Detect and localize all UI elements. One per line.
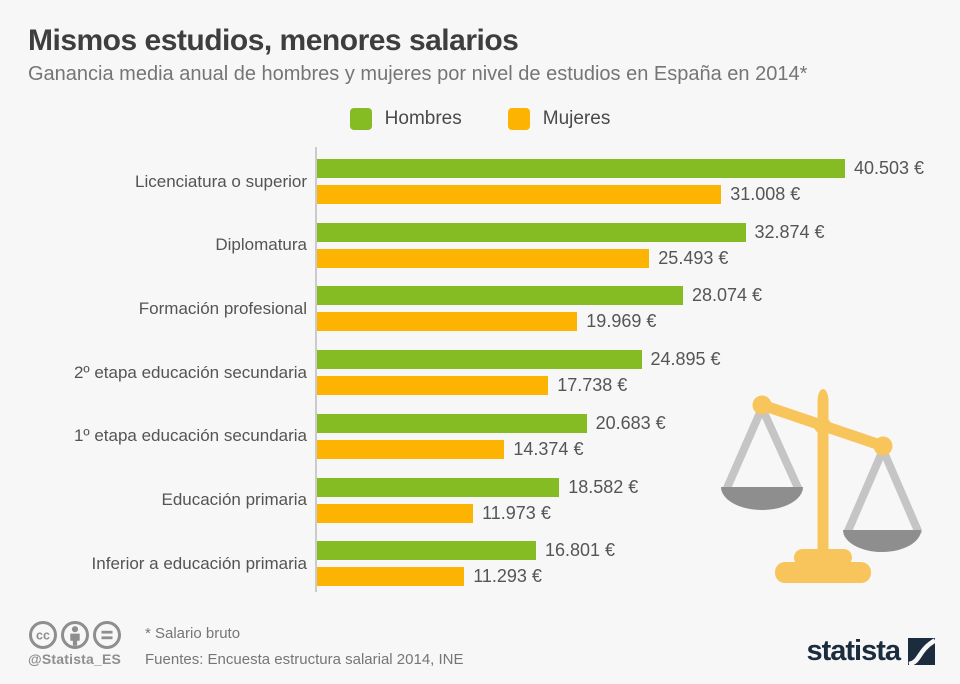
value-label: 17.738 € <box>557 375 628 396</box>
footnote: * Salario bruto <box>145 625 241 642</box>
value-label: 16.801 € <box>545 540 616 561</box>
legend: Hombres Mujeres <box>0 108 960 130</box>
page-subtitle: Ganancia media anual de hombres y mujere… <box>28 63 808 85</box>
mujeres-swatch-icon <box>507 108 530 130</box>
value-label: 25.493 € <box>658 247 729 268</box>
license-icons[interactable]: cc <box>28 620 122 650</box>
value-label: 14.374 € <box>513 438 584 459</box>
hombres-bar <box>317 286 683 306</box>
value-label: 40.503 € <box>854 158 925 178</box>
value-label: 19.969 € <box>586 311 657 332</box>
legend-item-hombres: Hombres <box>349 108 462 130</box>
statista-logo[interactable]: statista <box>806 634 935 668</box>
legend-label: Hombres <box>384 108 462 129</box>
value-label: 31.008 € <box>730 184 801 204</box>
balance-scale-icon <box>721 389 922 583</box>
hombres-bar <box>317 541 536 561</box>
value-label: 32.874 € <box>754 221 825 242</box>
category-label: 2º etapa educación secundaria <box>73 362 307 382</box>
statista-logo-text: statista <box>806 635 901 667</box>
hombres-bar <box>317 413 587 433</box>
value-label: 20.683 € <box>595 412 666 433</box>
hombres-bar <box>317 222 746 242</box>
value-label: 28.074 € <box>692 285 763 306</box>
legend-item-mujeres: Mujeres <box>507 108 611 130</box>
svg-text:cc: cc <box>36 629 50 643</box>
attribution-icon[interactable] <box>60 620 90 650</box>
category-label: 1º etapa educación secundaria <box>73 426 307 446</box>
value-label: 24.895 € <box>650 349 721 370</box>
mujeres-bar <box>317 567 465 587</box>
category-label: Educación primaria <box>161 490 307 509</box>
hombres-bar <box>317 159 845 178</box>
hombres-swatch-icon <box>349 108 372 130</box>
category-label: Licenciatura o superior <box>135 171 307 191</box>
mujeres-bar <box>317 185 722 204</box>
mujeres-bar <box>317 503 474 523</box>
mujeres-bar <box>317 439 505 459</box>
mujeres-bar <box>317 376 549 396</box>
value-label: 11.293 € <box>473 566 542 587</box>
y-axis-line <box>315 147 317 592</box>
mujeres-bar <box>317 248 650 268</box>
category-label: Inferior a educación primaria <box>91 553 307 573</box>
hombres-bar <box>317 477 560 497</box>
cc-icon[interactable]: cc <box>28 620 58 650</box>
value-label: 18.582 € <box>568 476 639 497</box>
hombres-bar <box>317 350 642 370</box>
page-title: Mismos estudios, menores salarios <box>28 24 519 57</box>
equal-icon[interactable] <box>92 620 122 650</box>
legend-label: Mujeres <box>542 108 611 129</box>
value-label: 11.973 € <box>482 502 551 523</box>
statista-logo-mark-icon <box>908 637 935 665</box>
category-label: Diplomatura <box>215 235 307 255</box>
sources-line: Fuentes: Encuesta estructura salarial 20… <box>145 651 464 668</box>
category-label: Formación profesional <box>138 298 307 318</box>
mujeres-bar <box>317 312 578 332</box>
twitter-handle[interactable]: @Statista_ES <box>28 651 122 667</box>
